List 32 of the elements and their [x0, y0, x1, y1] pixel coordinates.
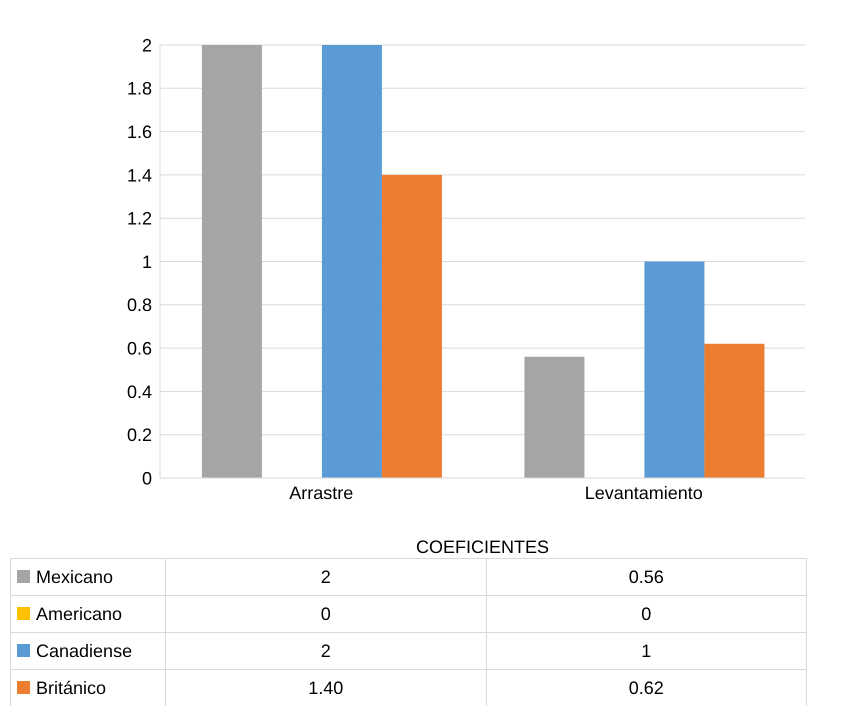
- x-axis-title: COEFICIENTES: [416, 537, 550, 557]
- data-label: 0: [486, 596, 806, 632]
- x-tick-label: Levantamiento: [584, 482, 703, 503]
- y-tick-label: 0.8: [126, 295, 152, 316]
- data-label: 0: [166, 596, 486, 632]
- y-tick-label: 1.6: [126, 122, 152, 142]
- data-label: 0.56: [486, 558, 806, 596]
- y-tick-label: 0: [142, 468, 152, 488]
- data-label: 1: [486, 632, 806, 670]
- y-tick-label: 0.4: [126, 382, 152, 402]
- data-label: 2: [166, 632, 486, 670]
- x-tick-label: Arrastre: [289, 482, 354, 503]
- bar: [704, 344, 764, 478]
- legend-label: Mexicano: [36, 566, 114, 586]
- bar: [524, 356, 584, 478]
- bar: [382, 174, 442, 478]
- bar: [322, 45, 382, 478]
- data-label: 0.62: [486, 670, 806, 706]
- data-label: 1.40: [166, 670, 486, 706]
- y-tick-label: 0.2: [126, 425, 152, 446]
- legend-label: Británico: [36, 678, 106, 698]
- y-tick-label: 0.6: [126, 338, 152, 358]
- bar: [644, 262, 704, 478]
- y-tick-label: 1: [142, 252, 152, 272]
- legend-label: Canadiense: [36, 640, 132, 660]
- data-label: 2: [166, 558, 486, 596]
- bar: [202, 45, 262, 478]
- y-tick-label: 2: [142, 35, 152, 56]
- legend-label: Americano: [36, 604, 122, 624]
- y-tick-label: 1.4: [126, 165, 152, 186]
- y-tick-label: 1.8: [126, 78, 152, 99]
- y-tick-label: 1.2: [126, 208, 152, 229]
